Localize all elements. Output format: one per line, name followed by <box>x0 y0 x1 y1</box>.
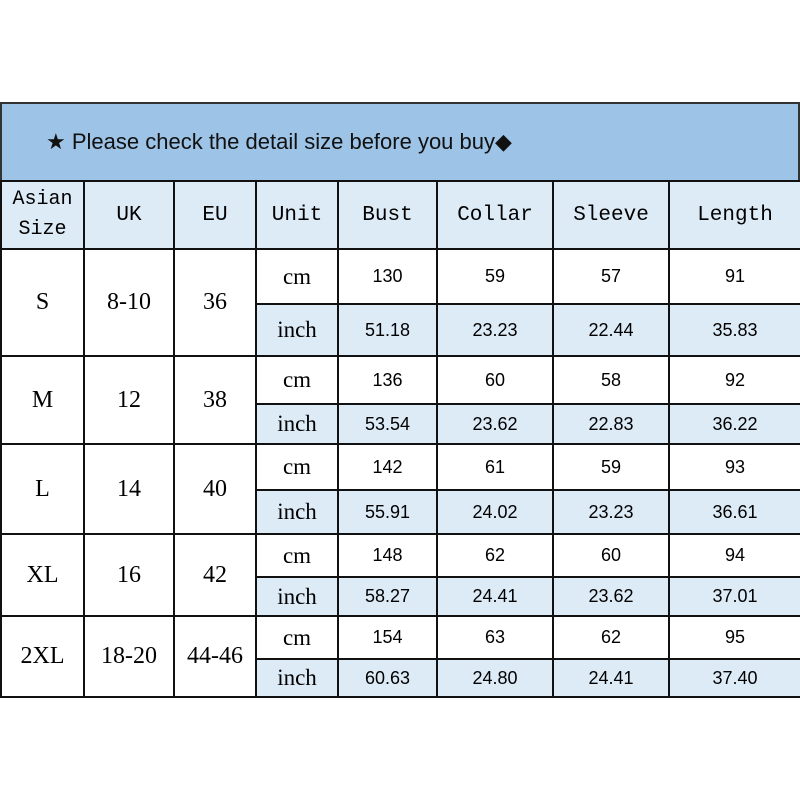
sleeve-cell: 23.62 <box>552 576 670 617</box>
banner: ★ Please check the detail size before yo… <box>0 102 800 180</box>
size-chart: ★ Please check the detail size before yo… <box>0 102 800 698</box>
eu-size-cell: 36 <box>173 248 257 357</box>
size-row-cm: L 14 40 cm 142 61 59 93 <box>0 443 800 535</box>
length-cell: 94 <box>668 533 800 578</box>
unit-cell: inch <box>255 489 339 535</box>
asian-size-cell: L <box>0 443 85 535</box>
uk-size-cell: 14 <box>83 443 175 535</box>
diamond-icon: ◆ <box>495 129 512 154</box>
length-cell: 92 <box>668 355 800 405</box>
uk-size-cell: 18-20 <box>83 615 175 698</box>
size-row-inch: inch 58.27 24.41 23.62 37.01 <box>1 576 800 617</box>
sleeve-cell: 22.44 <box>552 303 670 357</box>
length-cell: 36.61 <box>668 489 800 535</box>
header-collar: Collar <box>436 180 554 250</box>
size-row-inch: inch 55.91 24.02 23.23 36.61 <box>1 489 800 535</box>
size-row-cm: S 8-10 36 cm 130 59 57 91 <box>0 248 800 357</box>
unit-cell: cm <box>255 355 339 405</box>
eu-size-cell: 42 <box>173 533 257 617</box>
bust-cell: 148 <box>337 533 438 578</box>
sleeve-cell: 60 <box>552 533 670 578</box>
uk-size-cell: 12 <box>83 355 175 445</box>
collar-cell: 60 <box>436 355 554 405</box>
unit-cell: cm <box>255 533 339 578</box>
eu-size-cell: 40 <box>173 443 257 535</box>
star-icon: ★ <box>46 129 66 154</box>
unit-cell: inch <box>255 303 339 357</box>
bust-cell: 130 <box>337 248 438 305</box>
collar-cell: 23.23 <box>436 303 554 357</box>
unit-cell: inch <box>255 576 339 617</box>
sleeve-cell: 24.41 <box>552 658 670 698</box>
collar-cell: 61 <box>436 443 554 491</box>
bust-cell: 136 <box>337 355 438 405</box>
length-cell: 91 <box>668 248 800 305</box>
unit-cell: cm <box>255 443 339 491</box>
sleeve-cell: 23.23 <box>552 489 670 535</box>
header-uk: UK <box>83 180 175 250</box>
collar-cell: 24.02 <box>436 489 554 535</box>
bust-cell: 142 <box>337 443 438 491</box>
header-eu: EU <box>173 180 257 250</box>
bust-cell: 154 <box>337 615 438 660</box>
header-bust: Bust <box>337 180 438 250</box>
length-cell: 95 <box>668 615 800 660</box>
asian-size-cell: XL <box>0 533 85 617</box>
unit-cell: cm <box>255 615 339 660</box>
header-row: Asian Size UK EU Unit Bust Collar Sleeve … <box>0 180 800 250</box>
asian-size-cell: M <box>0 355 85 445</box>
eu-size-cell: 44-46 <box>173 615 257 698</box>
length-cell: 36.22 <box>668 403 800 445</box>
uk-size-cell: 8-10 <box>83 248 175 357</box>
length-cell: 93 <box>668 443 800 491</box>
size-row-inch: inch 53.54 23.62 22.83 36.22 <box>1 403 800 445</box>
unit-cell: cm <box>255 248 339 305</box>
sleeve-cell: 62 <box>552 615 670 660</box>
unit-cell: inch <box>255 658 339 698</box>
size-row-cm: 2XL 18-20 44-46 cm 154 63 62 95 <box>0 615 800 698</box>
size-row-inch: inch 51.18 23.23 22.44 35.83 <box>1 303 800 357</box>
header-length: Length <box>668 180 800 250</box>
uk-size-cell: 16 <box>83 533 175 617</box>
bust-cell: 60.63 <box>337 658 438 698</box>
sleeve-cell: 58 <box>552 355 670 405</box>
header-unit: Unit <box>255 180 339 250</box>
header-asian-size: Asian Size <box>0 180 85 250</box>
collar-cell: 23.62 <box>436 403 554 445</box>
bust-cell: 51.18 <box>337 303 438 357</box>
length-cell: 37.01 <box>668 576 800 617</box>
bust-cell: 53.54 <box>337 403 438 445</box>
size-row-cm: M 12 38 cm 136 60 58 92 <box>0 355 800 445</box>
size-table: Asian Size UK EU Unit Bust Collar Sleeve … <box>0 180 800 698</box>
collar-cell: 59 <box>436 248 554 305</box>
header-sleeve: Sleeve <box>552 180 670 250</box>
collar-cell: 24.80 <box>436 658 554 698</box>
bust-cell: 58.27 <box>337 576 438 617</box>
sleeve-cell: 57 <box>552 248 670 305</box>
collar-cell: 62 <box>436 533 554 578</box>
unit-cell: inch <box>255 403 339 445</box>
banner-text: Please check the detail size before you … <box>71 129 496 154</box>
sleeve-cell: 22.83 <box>552 403 670 445</box>
size-row-inch: inch 60.63 24.80 24.41 37.40 <box>1 658 800 698</box>
collar-cell: 63 <box>436 615 554 660</box>
length-cell: 35.83 <box>668 303 800 357</box>
length-cell: 37.40 <box>668 658 800 698</box>
bust-cell: 55.91 <box>337 489 438 535</box>
sleeve-cell: 59 <box>552 443 670 491</box>
asian-size-cell: 2XL <box>0 615 85 698</box>
eu-size-cell: 38 <box>173 355 257 445</box>
asian-size-cell: S <box>0 248 85 357</box>
size-row-cm: XL 16 42 cm 148 62 60 94 <box>0 533 800 617</box>
collar-cell: 24.41 <box>436 576 554 617</box>
